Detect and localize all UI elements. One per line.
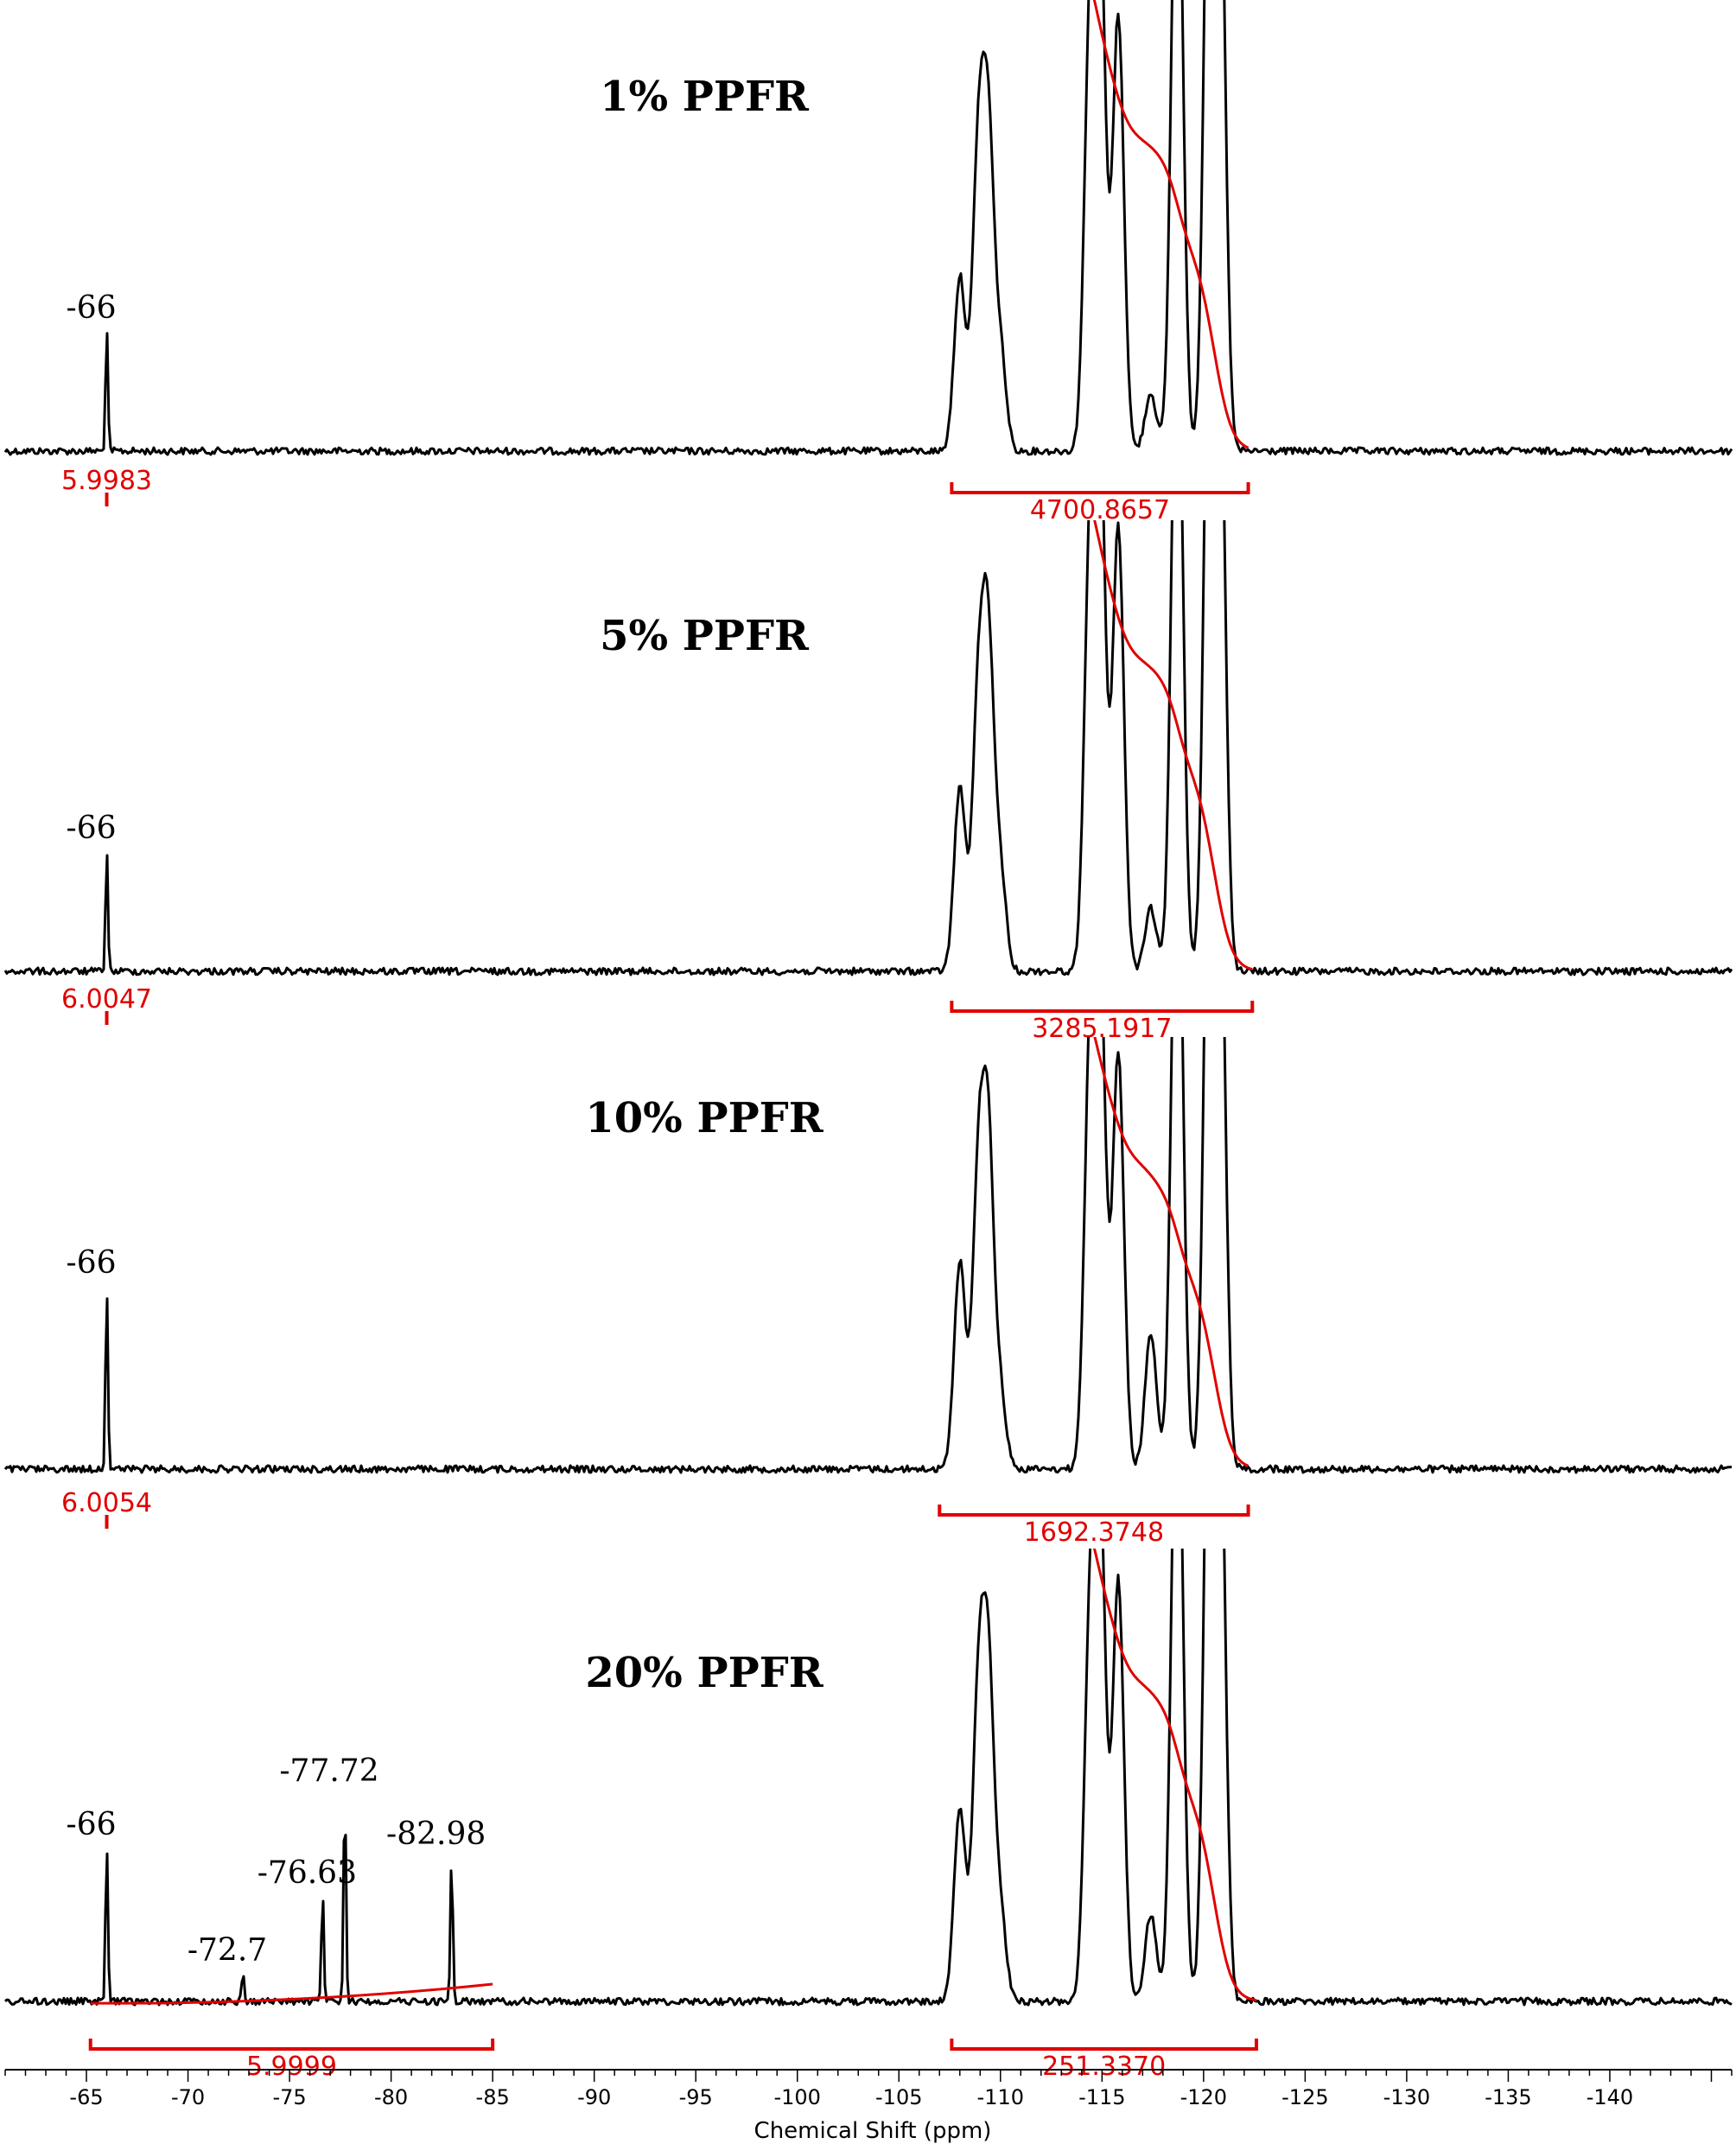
integral-curve	[1093, 520, 1253, 971]
x-tick-label: -85	[476, 2085, 510, 2109]
integral-value: 5.9999	[246, 2052, 337, 2082]
peak-label: -66	[67, 290, 117, 326]
integral-value: 5.9983	[61, 466, 152, 496]
panel-title: 5% PPFR	[600, 612, 810, 660]
spectrum-line	[4, 1549, 1733, 2007]
integral-value: 4700.8657	[1030, 495, 1170, 525]
peak-label: -76.63	[258, 1855, 357, 1891]
x-tick-label: -140	[1587, 2085, 1633, 2109]
integral-bracket	[950, 1001, 1255, 1013]
panel-title: 20% PPFR	[585, 1649, 823, 1697]
panel-title: 10% PPFR	[585, 1094, 823, 1142]
peak-label: -77.72	[279, 1753, 378, 1789]
x-tick-label: -65	[69, 2085, 103, 2109]
integral-bracket	[938, 1505, 1250, 1517]
peak-label: -66	[67, 1245, 117, 1281]
x-tick-label: -105	[875, 2085, 922, 2109]
integral-curve	[1092, 1549, 1257, 2002]
integral-curve	[1093, 1037, 1250, 1467]
integral-value: 3285.1917	[1032, 1014, 1172, 1044]
x-tick-label: -135	[1485, 2085, 1531, 2109]
x-tick-label: -115	[1078, 2085, 1125, 2109]
x-tick-label: -75	[272, 2085, 306, 2109]
integral-curve	[90, 1982, 493, 2005]
x-tick-label: -80	[374, 2085, 408, 2109]
x-tick-label: -100	[773, 2085, 820, 2109]
integral-value: 6.0047	[61, 984, 152, 1015]
spectrum-line	[3, 520, 1733, 977]
spectrum-panel: 6.0054 1692.3748 -66 10% PPFR	[3, 1037, 1733, 1548]
x-axis-title: Chemical Shift (ppm)	[754, 2118, 992, 2144]
x-tick-label: -110	[977, 2085, 1024, 2109]
x-tick-label: -90	[577, 2085, 611, 2109]
x-tick-label: -70	[171, 2085, 205, 2109]
x-axis: -65 -70 -75 -80 -85 -90 -95 -100 -105 -110 -115 -12…	[4, 2069, 1733, 2109]
peak-label: -82.98	[386, 1816, 486, 1852]
integral-value: 6.0054	[61, 1488, 152, 1518]
spectrum-panel: 6.0047 3285.1917 -66 5% PPFR	[3, 520, 1733, 1044]
integral-value: 251.3370	[1042, 2052, 1166, 2082]
integral-bracket	[88, 2039, 495, 2051]
peak-label: -66	[67, 1807, 117, 1842]
x-tick-label: -125	[1281, 2085, 1328, 2109]
x-tick-label: -120	[1180, 2085, 1227, 2109]
panel-title: 1% PPFR	[600, 73, 810, 121]
integral-curve	[1092, 0, 1250, 449]
panels: 5.9983 4700.8657 -66 1% PPFR 6.0047 3285.1917…	[3, 0, 1733, 2082]
x-tick-label: -130	[1383, 2085, 1430, 2109]
integral-bracket	[950, 2039, 1258, 2051]
spectrum-line	[3, 0, 1733, 456]
integral-value: 1692.3748	[1024, 1517, 1164, 1548]
peak-label: -72.7	[188, 1932, 267, 1968]
integral-bracket	[950, 482, 1250, 494]
spectrum-panel: 5.9983 4700.8657 -66 1% PPFR	[3, 0, 1733, 525]
spectrum-panel: 5.9999 251.3370 -66 -72.7 -76.63 -77.72-82.98…	[4, 1549, 1733, 2082]
x-tick-label: -95	[679, 2085, 713, 2109]
spectrum-line	[3, 1037, 1733, 1474]
peak-label: -66	[67, 811, 117, 846]
